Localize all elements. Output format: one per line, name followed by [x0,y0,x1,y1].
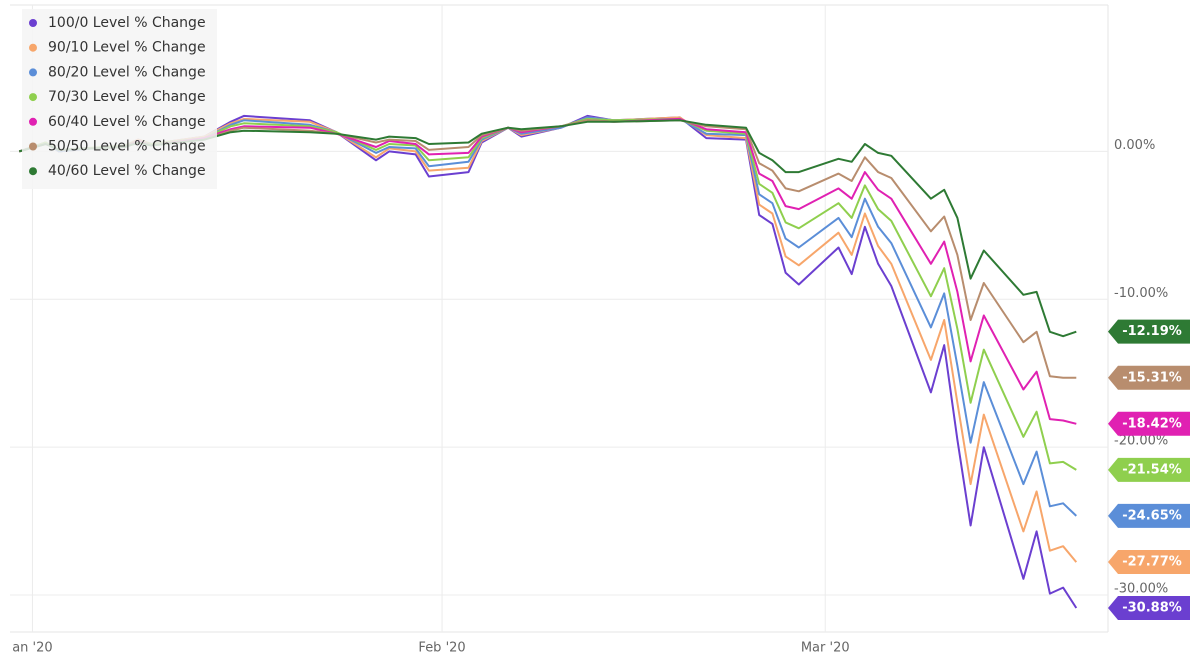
y-tick-label: -30.00% [1114,582,1168,597]
end-label-tag [1108,457,1190,482]
end-label: -27.77% [1122,555,1182,570]
end-label: -12.19% [1122,324,1182,339]
x-tick-label: an '20 [12,641,52,656]
legend-marker [29,68,37,77]
x-tick-label: Feb '20 [418,641,465,656]
end-label-tag [1108,550,1190,575]
legend-label: 50/50 Level % Change [48,139,206,155]
y-tick-label: -10.00% [1114,286,1168,301]
end-label-tag [1108,596,1190,621]
end-label-tag [1108,411,1190,436]
legend-marker [29,142,37,151]
series-line [18,119,1077,338]
end-label: -21.54% [1122,462,1182,477]
legend-marker [29,43,37,52]
y-tick-label: -20.00% [1114,434,1168,449]
end-label: -30.88% [1122,601,1182,616]
legend-label: 40/60 Level % Change [48,163,206,179]
legend-marker [29,19,37,27]
legend-marker [29,117,37,126]
legend-label: 80/20 Level % Change [48,64,206,80]
x-tick-label: Mar '20 [801,641,850,656]
series-line [18,114,1078,609]
legend-label: 60/40 Level % Change [48,114,206,130]
legend-label: 100/0 Level % Change [48,15,206,31]
end-label: -18.42% [1122,416,1182,431]
end-label-tag [1108,365,1190,390]
y-tick-label: 0.00% [1114,138,1155,153]
legend-box [22,9,217,189]
legend-label: 70/30 Level % Change [48,89,206,105]
legend-marker [29,93,37,102]
end-label: -24.65% [1122,508,1182,523]
end-label-tag [1108,503,1190,528]
end-label: -15.31% [1122,370,1182,385]
legend-label: 90/10 Level % Change [48,40,206,56]
legend-marker [29,167,37,176]
end-label-tag [1108,319,1190,344]
